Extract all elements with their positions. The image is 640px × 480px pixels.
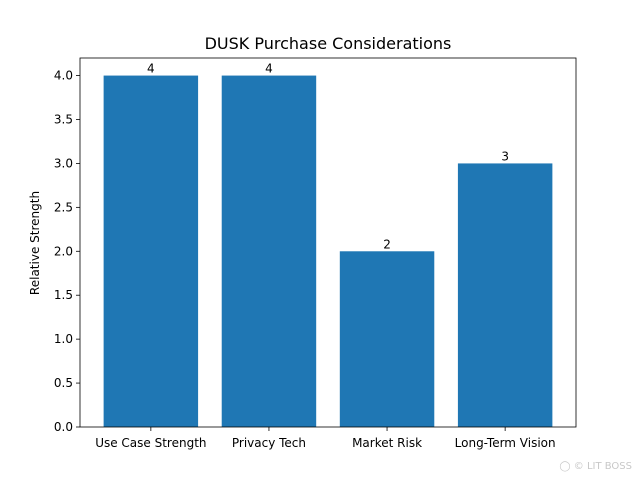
x-tick-label-0: Use Case Strength [95,436,206,450]
plot-frame [79,57,577,428]
y-tick-label-2: 1.0 [54,332,73,346]
data-label-2: 2 [383,237,391,251]
data-label-3: 3 [501,149,509,163]
y-tick-label-8: 4.0 [54,69,73,83]
x-tick-label-3: Long-Term Vision [455,436,556,450]
y-tick-label-1: 0.5 [54,376,73,390]
y-tick-label-3: 1.5 [54,288,73,302]
data-label-0: 4 [147,62,155,76]
bar-2 [339,251,435,427]
bar-0 [103,75,199,428]
data-label-1: 4 [265,62,273,76]
watermark: ◯ © LIT BOSS [559,461,632,472]
y-tick-label-5: 2.5 [54,200,73,214]
plot-area: 4 4 2 3 0.0 0.5 1.0 1.5 2.0 2.5 3.0 3.5 4.0 Use Case … [54,57,577,450]
x-tick-label-2: Market Risk [352,436,422,450]
y-tick-label-7: 3.5 [54,113,73,127]
watermark-text: LIT BOSS [586,461,632,472]
chart-title: DUSK Purchase Considerations [205,34,452,53]
bar-3 [457,163,553,427]
wechat-icon: ◯ [559,461,571,472]
y-tick-label-6: 3.0 [54,156,73,170]
x-tick-label-1: Privacy Tech [232,436,306,450]
y-axis-label: Relative Strength [28,191,42,295]
y-tick-label-0: 0.0 [54,420,73,434]
copyright-icon: © [573,461,584,472]
y-tick-label-4: 2.0 [54,244,73,258]
bar-1 [221,75,317,428]
